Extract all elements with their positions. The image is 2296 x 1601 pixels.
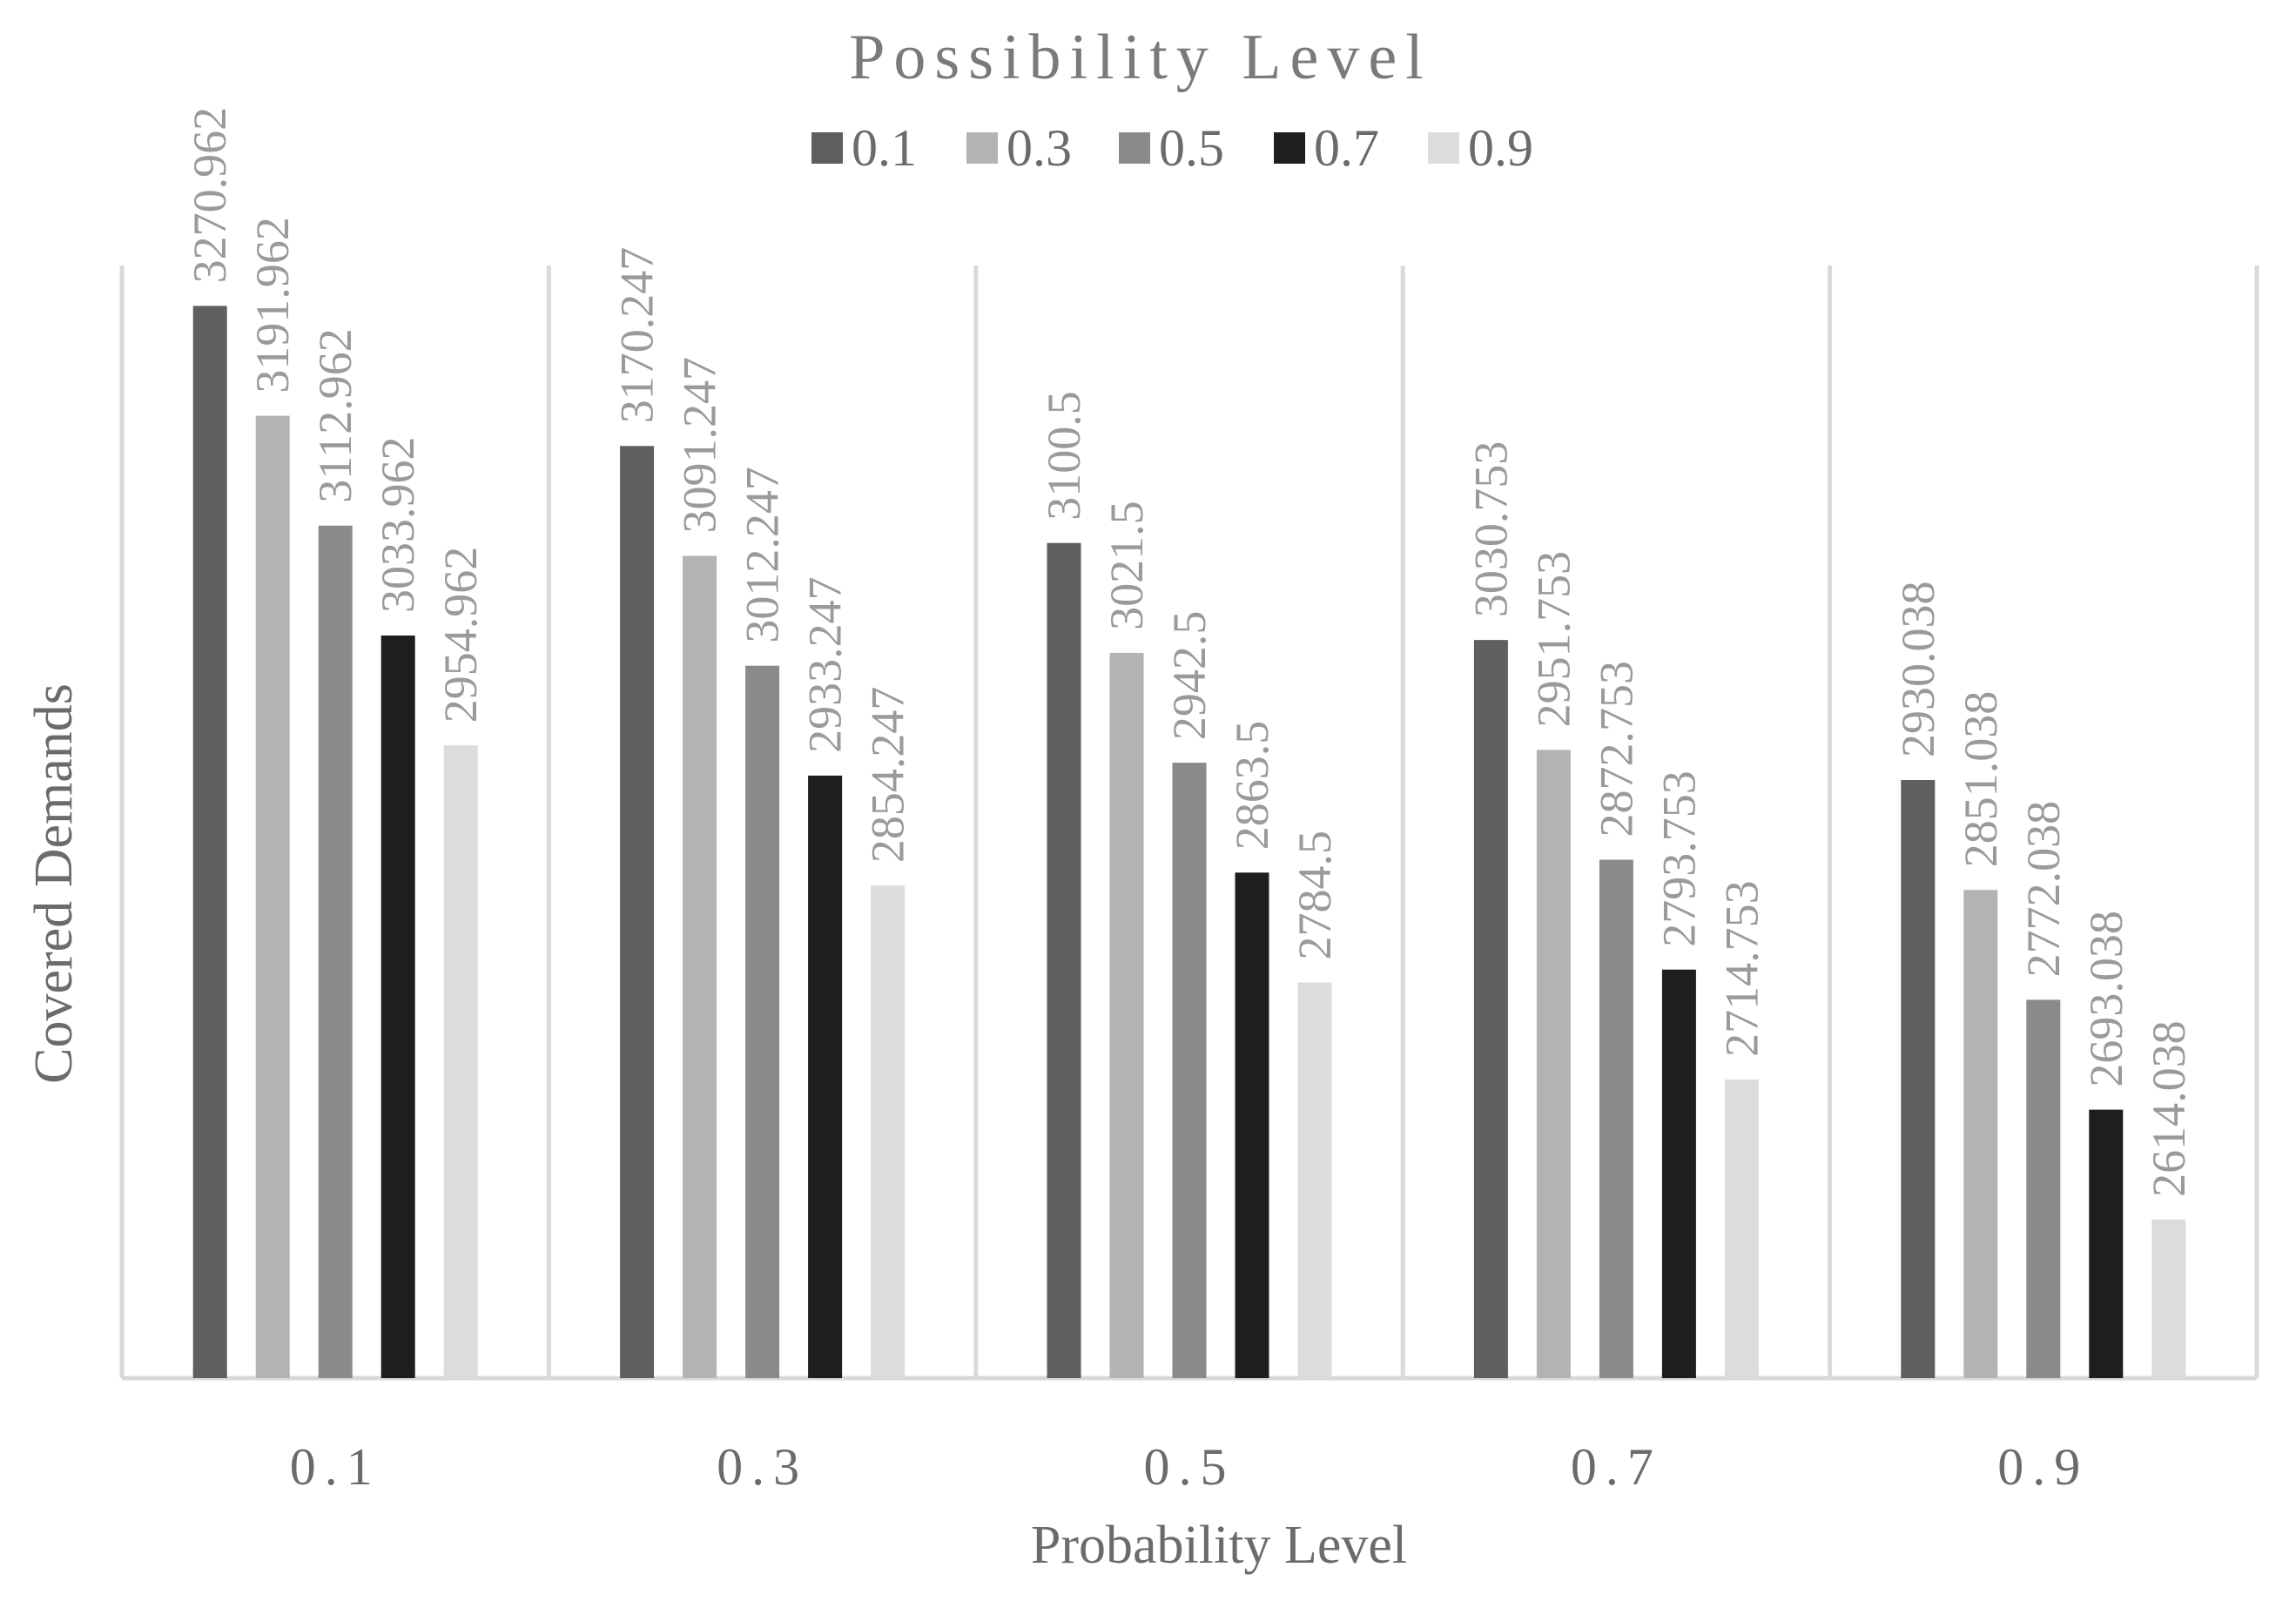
bar (1724, 1079, 1759, 1378)
data-label: 2872.753 (1590, 661, 1642, 837)
x-tick-label: 0.9 (1997, 1438, 2089, 1496)
data-label: 2863.5 (1226, 721, 1278, 851)
data-label: 2693.038 (2080, 911, 2132, 1087)
legend-swatch (1119, 132, 1150, 164)
legend-label: 0.3 (1007, 119, 1072, 177)
chart-title: Possibility Level (849, 22, 1432, 93)
bar (2151, 1219, 2186, 1378)
bar (1963, 890, 1998, 1378)
bar (2089, 1109, 2124, 1378)
data-label: 2954.962 (434, 547, 487, 723)
y-axis-title: Covered Demands (24, 683, 84, 1084)
data-label: 2793.753 (1653, 770, 1705, 947)
x-tick-label: 0.1 (290, 1438, 381, 1496)
legend-swatch (1274, 132, 1305, 164)
legend-label: 0.1 (852, 119, 917, 177)
bar (1599, 859, 1633, 1378)
data-label: 2784.5 (1289, 831, 1341, 960)
bar (1473, 640, 1508, 1378)
data-label: 2854.247 (862, 687, 914, 864)
data-label: 3112.962 (309, 328, 361, 503)
bar (255, 415, 290, 1378)
bar (1047, 542, 1081, 1378)
data-label: 3100.5 (1038, 391, 1090, 521)
data-label: 3021.5 (1101, 501, 1153, 630)
data-labels: 3270.9623191.9623112.9623033.9622954.962… (184, 107, 2195, 1197)
x-tick-label: 0.5 (1144, 1438, 1236, 1496)
data-label: 2933.247 (799, 576, 852, 753)
data-label: 3270.962 (184, 107, 236, 284)
legend: 0.1 0.3 0.5 0.7 0.9 (811, 119, 1533, 177)
legend-swatch (966, 132, 998, 164)
legend-label: 0.7 (1314, 119, 1379, 177)
bar (1235, 872, 1269, 1378)
data-label: 3033.962 (372, 436, 424, 613)
legend-swatch (811, 132, 843, 164)
bar (318, 525, 353, 1378)
x-axis-title: Probability Level (1031, 1516, 1407, 1575)
x-tick-label: 0.3 (717, 1438, 808, 1496)
bar (1901, 780, 1936, 1378)
x-tick-label: 0.7 (1571, 1438, 1662, 1496)
bar (443, 745, 478, 1378)
bar (1297, 982, 1332, 1378)
data-label: 3191.962 (246, 217, 299, 394)
data-label: 2951.753 (1527, 551, 1579, 728)
bar (808, 775, 843, 1378)
data-label: 2614.038 (2143, 1020, 2195, 1197)
bar (871, 885, 906, 1378)
data-label: 3091.247 (674, 357, 726, 534)
bars (192, 306, 2186, 1379)
data-label: 2942.5 (1163, 611, 1215, 741)
data-label: 2714.753 (1715, 880, 1767, 1057)
legend-swatch (1428, 132, 1459, 164)
bar (1172, 763, 1207, 1378)
data-label: 3170.247 (611, 247, 663, 424)
bar (1536, 750, 1571, 1378)
x-axis-ticks: 0.1 0.3 0.5 0.7 0.9 (290, 1438, 2089, 1496)
data-label: 2930.038 (1892, 582, 1944, 758)
data-label: 3030.753 (1464, 441, 1517, 618)
bar (2026, 999, 2061, 1378)
bar (1109, 652, 1144, 1378)
bar (192, 306, 227, 1379)
data-label: 3012.247 (737, 467, 789, 643)
legend-label: 0.9 (1468, 119, 1533, 177)
legend-label: 0.5 (1159, 119, 1224, 177)
bar (380, 635, 415, 1378)
bar (683, 555, 717, 1378)
data-label: 2851.038 (1955, 691, 2007, 868)
bar (1661, 969, 1696, 1378)
bar (620, 446, 655, 1378)
data-label: 2772.038 (2017, 801, 2070, 978)
bar (745, 665, 780, 1378)
